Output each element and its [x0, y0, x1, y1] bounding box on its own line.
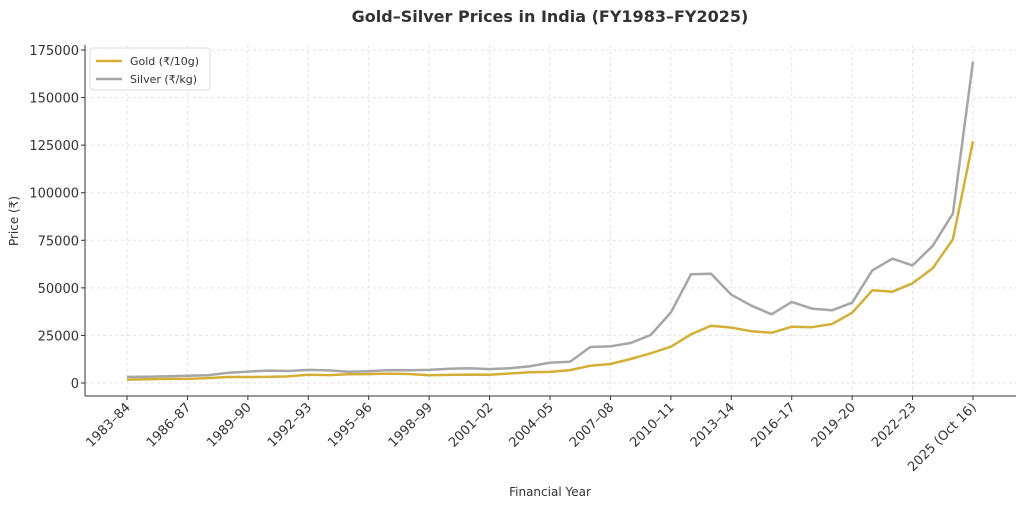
x-tick-label: 1998–99	[386, 400, 436, 450]
grid	[85, 45, 1016, 396]
x-tick-label: 2007–08	[567, 400, 617, 450]
series-line-silver	[126, 61, 975, 379]
x-tick-label: 1992–93	[265, 400, 315, 450]
x-tick-label: 1995–96	[325, 400, 375, 450]
x-tick-label: 1986–87	[144, 400, 194, 450]
x-tick-label: 1983–84	[84, 400, 134, 450]
y-tick-label: 150000	[29, 92, 79, 107]
x-tick-label: 2001–02	[446, 400, 496, 450]
y-tick-label: 175000	[29, 44, 79, 59]
axes: 0 25000 50000 75000 100000 125000 150000 175000…	[29, 44, 1016, 475]
y-tick-label: 100000	[29, 187, 79, 202]
x-tick-label: 2016–17	[748, 400, 798, 450]
y-tick-label: 25000	[38, 329, 79, 344]
x-tick-label: 2010–11	[627, 400, 677, 450]
y-tick-label: 125000	[29, 139, 79, 154]
y-tick-label: 75000	[38, 234, 79, 249]
x-axis-label: Financial Year	[509, 485, 591, 499]
x-tick-label: 1989–90	[204, 400, 254, 450]
chart-title: Gold–Silver Prices in India (FY1983–FY20…	[352, 7, 749, 26]
x-tick-label: 2013–14	[688, 400, 738, 450]
legend: Gold (₹/10g) Silver (₹/kg)	[89, 47, 211, 91]
legend-label-silver: Silver (₹/kg)	[130, 73, 197, 86]
y-axis-label: Price (₹)	[7, 196, 21, 246]
x-tick-label: 2019–20	[809, 400, 859, 450]
legend-label-gold: Gold (₹/10g)	[130, 55, 199, 68]
x-tick-label: 2022–23	[869, 400, 919, 450]
y-tick-label: 50000	[38, 282, 79, 297]
series-lines	[126, 61, 975, 381]
x-tick-label: 2004–05	[507, 400, 557, 450]
series-line-gold	[126, 141, 975, 381]
y-tick-label: 0	[71, 377, 79, 392]
